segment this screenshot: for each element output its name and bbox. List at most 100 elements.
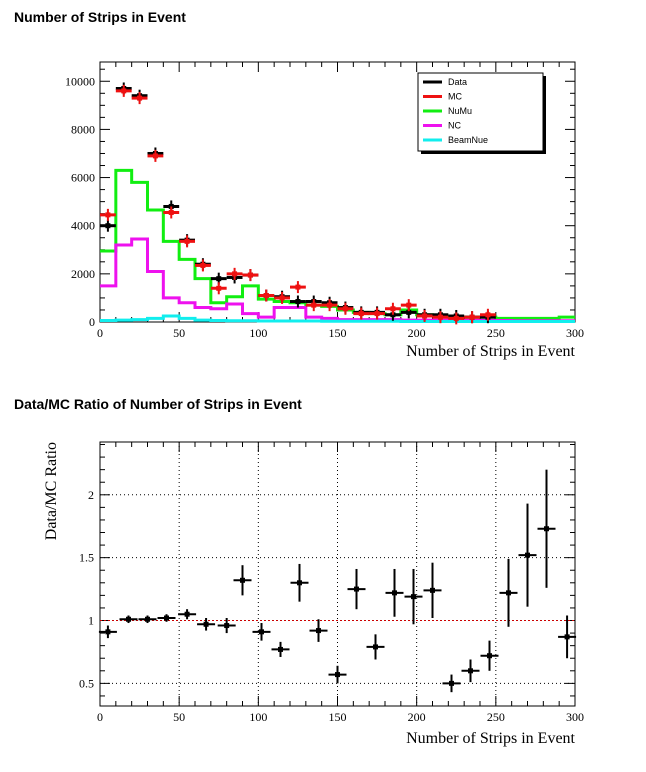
series-mc-point: [305, 299, 322, 312]
series-mc-point: [432, 311, 449, 324]
series-mc-point: [321, 299, 338, 312]
point-marker: [468, 668, 473, 674]
x-tick-label: 150: [329, 710, 347, 724]
x-axis-label: Number of Strips in Event: [406, 343, 575, 360]
point-marker: [105, 212, 111, 218]
x-tick-label: 50: [173, 326, 185, 340]
point-marker: [152, 153, 158, 159]
point-marker: [430, 587, 435, 593]
series-mc-point: [369, 307, 385, 320]
series-mc-point: [226, 267, 243, 280]
point-marker: [216, 285, 222, 291]
point-marker: [406, 302, 412, 308]
ratio-point: [217, 618, 236, 634]
legend-label-mc: MC: [448, 92, 462, 102]
point-marker: [168, 209, 174, 215]
series-mc-point: [337, 302, 354, 315]
x-tick-label: 300: [566, 326, 584, 340]
series-beamnue-line: [100, 314, 575, 324]
series-data-point: [290, 295, 306, 308]
ratio-point: [178, 609, 197, 620]
ratio-point: [328, 665, 347, 684]
point-marker: [354, 586, 359, 592]
y-tick-label: 2000: [71, 267, 95, 281]
x-tick-label: 100: [249, 326, 267, 340]
point-marker: [278, 646, 283, 652]
series-mc-point: [464, 311, 480, 324]
point-marker: [449, 680, 454, 686]
point-marker: [544, 526, 549, 532]
series-mc-point: [416, 309, 433, 322]
ratio-point: [366, 634, 385, 660]
series-mc-point: [258, 289, 275, 302]
ratio-point: [461, 659, 480, 683]
point-marker: [422, 313, 428, 319]
point-marker: [342, 306, 348, 312]
series-mc-point: [480, 308, 496, 321]
point-marker: [469, 314, 475, 320]
ratio-point: [518, 503, 537, 607]
point-marker: [437, 314, 443, 320]
point-marker: [216, 276, 222, 282]
ratio-point: [290, 563, 309, 602]
series-mc-point: [210, 282, 227, 295]
ratio-point: [347, 568, 366, 610]
ratio-point: [499, 558, 518, 627]
point-marker: [564, 634, 570, 640]
ratio-point: [271, 641, 290, 657]
series-mc-point: [179, 235, 195, 248]
point-marker: [200, 262, 206, 268]
point-marker: [145, 616, 150, 622]
point-marker: [105, 223, 111, 229]
point-marker: [453, 315, 459, 321]
series-mc-point: [274, 291, 290, 304]
point-marker: [335, 672, 340, 678]
point-marker: [121, 88, 127, 94]
point-marker: [358, 311, 364, 317]
series-mc-point: [195, 259, 211, 272]
ratio-point: [157, 614, 176, 622]
point-marker: [374, 311, 380, 317]
series-mc-point: [242, 269, 259, 282]
point-marker: [184, 238, 190, 244]
series-mc-point: [290, 281, 306, 294]
point-marker: [311, 302, 317, 308]
point-marker: [411, 594, 416, 600]
point-marker: [297, 580, 302, 586]
legend-label-data: Data: [448, 77, 467, 87]
ratio-point: [197, 618, 216, 631]
y-tick-label: 0: [89, 315, 95, 329]
y-tick-label: 0.5: [79, 676, 94, 690]
ratio-point: [98, 625, 117, 639]
point-marker: [295, 299, 301, 305]
ratio-point: [480, 640, 499, 671]
point-marker: [392, 590, 397, 596]
x-tick-label: 250: [487, 710, 505, 724]
point-marker: [390, 312, 396, 318]
y-tick-label: 10000: [65, 74, 95, 88]
ratio-point: [252, 623, 271, 641]
point-marker: [390, 306, 396, 312]
y-axis-label: Data/MC Ratio: [43, 442, 60, 540]
series-mc-point: [448, 312, 465, 325]
point-marker: [506, 590, 511, 596]
point-marker: [263, 293, 269, 299]
series-mc-point: [147, 149, 164, 162]
point-marker: [327, 302, 333, 308]
point-marker: [316, 628, 321, 634]
point-marker: [525, 552, 530, 558]
ratio-point: [558, 615, 577, 659]
series-mc-point: [131, 92, 148, 105]
point-marker: [279, 295, 285, 301]
y-tick-label: 1.5: [79, 551, 94, 565]
x-tick-label: 250: [487, 326, 505, 340]
ratio-point: [404, 568, 423, 625]
ratio-point: [119, 615, 138, 624]
legend-label-numu: NuMu: [448, 106, 472, 116]
point-marker: [240, 577, 245, 583]
point-marker: [373, 644, 378, 650]
y-tick-label: 6000: [71, 171, 95, 185]
point-marker: [247, 272, 253, 278]
x-tick-label: 50: [173, 710, 185, 724]
